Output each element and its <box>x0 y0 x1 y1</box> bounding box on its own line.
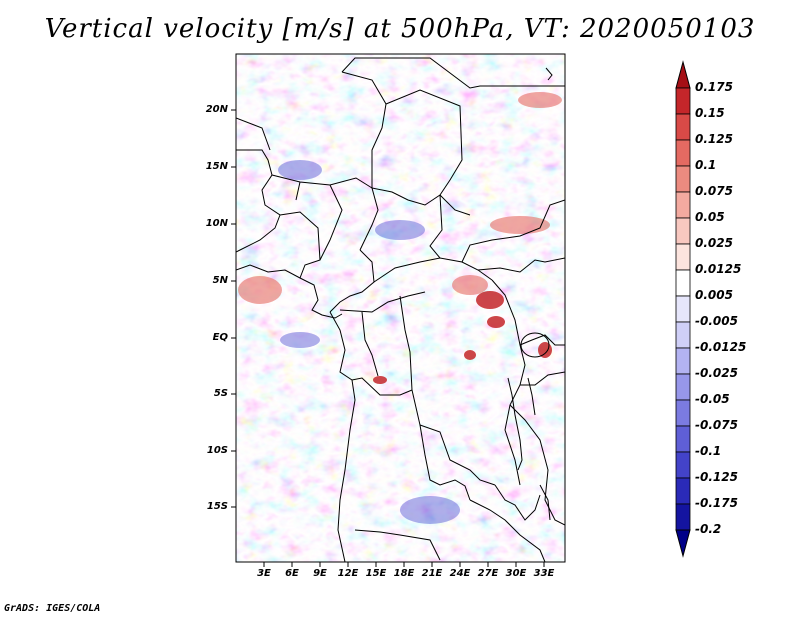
colorbar-swatch <box>675 503 691 531</box>
colorbar-label: -0.1 <box>695 444 722 458</box>
lat-label: 10S <box>206 445 228 456</box>
colorbar-swatch <box>675 373 691 401</box>
colorbar-max-arrow <box>675 60 691 89</box>
colorbar-label: -0.025 <box>695 366 738 380</box>
colorbar-swatch <box>675 321 691 349</box>
colorbar-label: 0.005 <box>695 288 733 302</box>
colorbar-label: 0.175 <box>695 80 733 94</box>
chart-title: Vertical velocity [m/s] at 500hPa, VT: 2… <box>44 14 756 44</box>
map-frame <box>235 53 566 563</box>
colorbar-label: 0.05 <box>695 210 725 224</box>
lon-label: 27E <box>477 568 499 579</box>
colorbar-label: 0.0125 <box>695 262 742 276</box>
colorbar-swatch <box>675 113 691 141</box>
lon-label: 3E <box>257 568 271 579</box>
colorbar-label: -0.0125 <box>695 340 747 354</box>
lat-label: 20N <box>205 104 228 115</box>
colorbar-label: -0.175 <box>695 496 738 510</box>
lon-label: 15E <box>365 568 387 579</box>
lon-label: 30E <box>505 568 527 579</box>
colorbar-label: -0.05 <box>695 392 730 406</box>
colorbar-swatch <box>675 87 691 115</box>
colorbar <box>675 60 691 558</box>
lon-label: 12E <box>337 568 359 579</box>
lon-label: 18E <box>393 568 415 579</box>
colorbar-label: -0.005 <box>695 314 738 328</box>
colorbar-swatch <box>675 217 691 245</box>
colorbar-swatch <box>675 191 691 219</box>
lon-label: 6E <box>285 568 299 579</box>
colorbar-swatch <box>675 243 691 271</box>
lon-label: 24E <box>449 568 471 579</box>
colorbar-swatch <box>675 165 691 193</box>
colorbar-label: -0.2 <box>695 522 722 536</box>
latitude-ticks <box>231 109 236 508</box>
longitude-ticks <box>263 562 545 567</box>
lat-label: EQ <box>212 332 228 343</box>
colorbar-swatch <box>675 347 691 375</box>
lat-label: 5S <box>213 388 228 399</box>
colorbar-label: -0.125 <box>695 470 738 484</box>
lat-label: 15S <box>206 501 228 512</box>
colorbar-swatch <box>675 425 691 453</box>
lat-label: 15N <box>205 161 228 172</box>
colorbar-label: 0.025 <box>695 236 733 250</box>
colorbar-swatch <box>675 399 691 427</box>
colorbar-label: 0.075 <box>695 184 733 198</box>
colorbar-label: -0.075 <box>695 418 738 432</box>
colorbar-label: 0.125 <box>695 132 733 146</box>
lon-label: 21E <box>421 568 443 579</box>
colorbar-label: 0.1 <box>695 158 717 172</box>
colorbar-label: 0.15 <box>695 106 725 120</box>
colorbar-min-arrow <box>675 529 691 558</box>
vertical-velocity-field <box>236 54 565 562</box>
colorbar-swatch <box>675 477 691 505</box>
lat-label: 5N <box>212 275 228 286</box>
colorbar-swatch <box>675 295 691 323</box>
lat-label: 10N <box>205 218 228 229</box>
colorbar-swatch <box>675 139 691 167</box>
colorbar-swatch <box>675 451 691 479</box>
colorbar-swatch <box>675 269 691 297</box>
lon-label: 33E <box>533 568 555 579</box>
country-borders <box>236 57 565 562</box>
footer-credit: GrADS: IGES/COLA <box>4 603 101 614</box>
lon-label: 9E <box>313 568 327 579</box>
